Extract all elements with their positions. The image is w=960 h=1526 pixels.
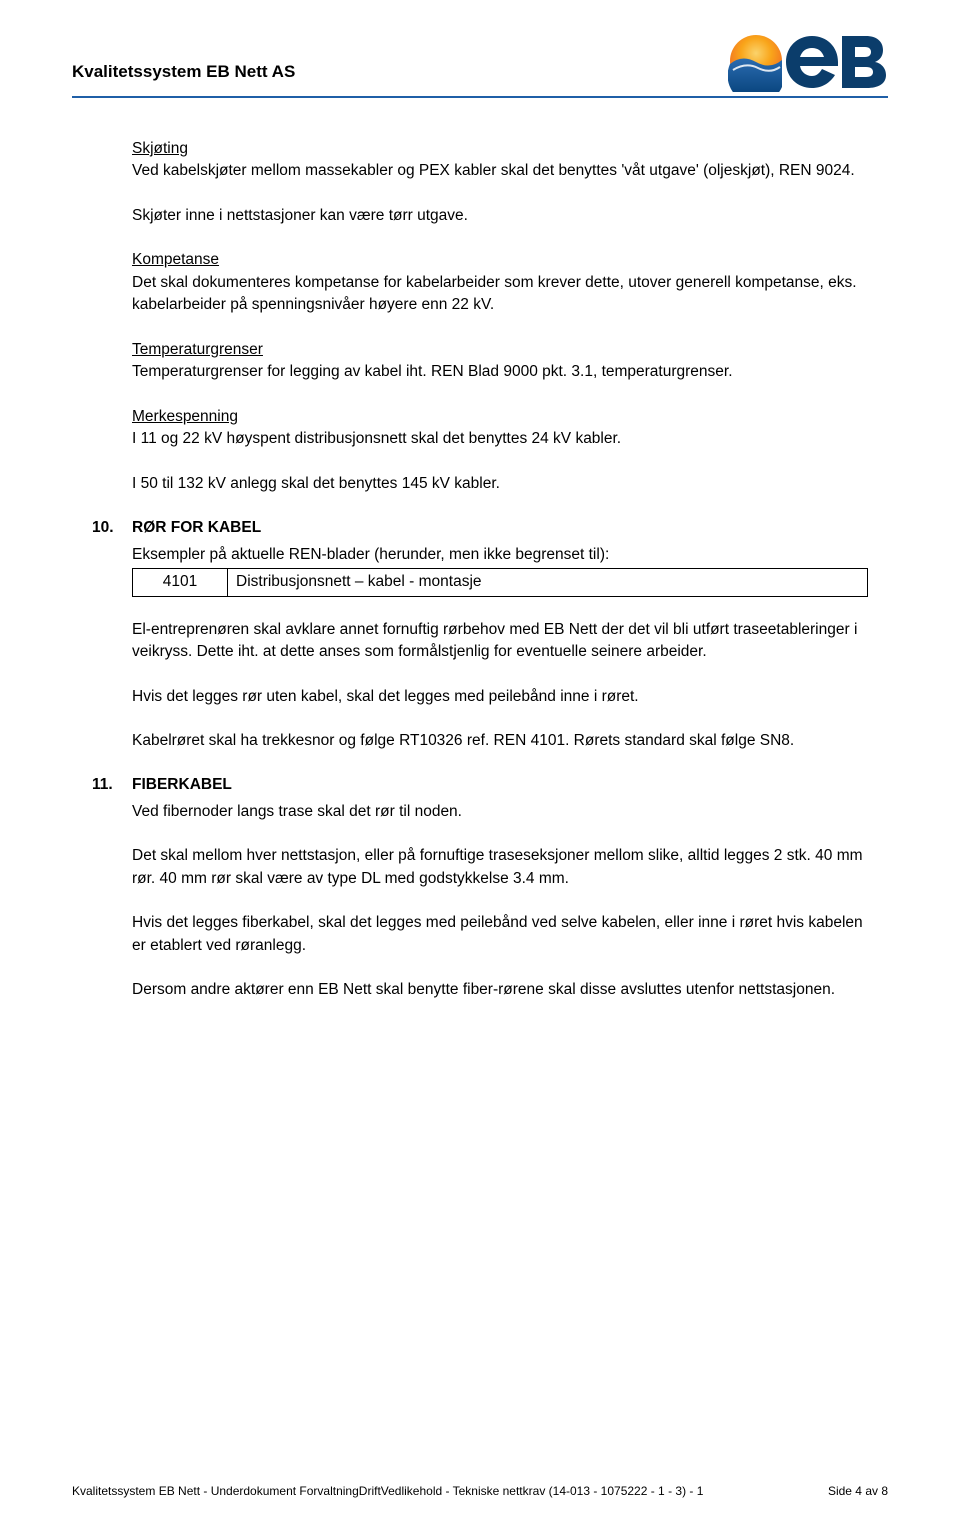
section-10-intro: Eksempler på aktuelle REN-blader (herund… — [132, 544, 868, 566]
intro-block: Skjøting Ved kabelskjøter mellom masseka… — [92, 138, 868, 495]
kompetanse-block: Kompetanse Det skal dokumenteres kompeta… — [132, 249, 868, 316]
footer-right: Side 4 av 8 — [828, 1484, 888, 1498]
section-10-table: 4101 Distribusjonsnett – kabel - montasj… — [132, 568, 868, 596]
section-10-p3: Kabelrøret skal ha trekkesnor og følge R… — [132, 730, 868, 752]
section-11-p1: Ved fibernoder langs trase skal det rør … — [132, 801, 868, 823]
eb-logo — [728, 30, 888, 92]
page-header: Kvalitetssystem EB Nett AS — [0, 0, 960, 92]
skjoting-block: Skjøting Ved kabelskjøter mellom masseka… — [132, 138, 868, 183]
section-10-header: 10. RØR FOR KABEL — [132, 517, 868, 539]
footer-left: Kvalitetssystem EB Nett - Underdokument … — [72, 1484, 703, 1498]
temperatur-block: Temperaturgrenser Temperaturgrenser for … — [132, 339, 868, 384]
page-footer: Kvalitetssystem EB Nett - Underdokument … — [72, 1484, 888, 1498]
table-cell-text: Distribusjonsnett – kabel - montasje — [228, 569, 868, 596]
table-cell-id: 4101 — [133, 569, 228, 596]
table-row: 4101 Distribusjonsnett – kabel - montasj… — [133, 569, 868, 596]
section-11: 11. FIBERKABEL Ved fibernoder langs tras… — [92, 774, 868, 1001]
section-10-p1: El-entreprenøren skal avklare annet forn… — [132, 619, 868, 664]
skjoting-head: Skjøting — [132, 140, 188, 157]
eb-logo-svg — [728, 30, 888, 92]
skjoting-p2: Skjøter inne i nettstasjoner kan være tø… — [132, 205, 868, 227]
temperatur-p1: Temperaturgrenser for legging av kabel i… — [132, 363, 733, 380]
section-10-title: RØR FOR KABEL — [132, 517, 261, 539]
skjoting-p1: Ved kabelskjøter mellom massekabler og P… — [132, 162, 855, 179]
section-10-p2: Hvis det legges rør uten kabel, skal det… — [132, 686, 868, 708]
merkespenning-block: Merkespenning I 11 og 22 kV høyspent dis… — [132, 406, 868, 451]
section-11-header: 11. FIBERKABEL — [132, 774, 868, 796]
section-10: 10. RØR FOR KABEL Eksempler på aktuelle … — [92, 517, 868, 752]
section-11-title: FIBERKABEL — [132, 774, 232, 796]
temperatur-head: Temperaturgrenser — [132, 341, 263, 358]
section-10-num: 10. — [92, 517, 132, 539]
merkespenning-p2: I 50 til 132 kV anlegg skal det benyttes… — [132, 473, 868, 495]
section-11-num: 11. — [92, 774, 132, 796]
section-11-p2: Det skal mellom hver nettstasjon, eller … — [132, 845, 868, 890]
header-title: Kvalitetssystem EB Nett AS — [72, 62, 295, 92]
document-page: Kvalitetssystem EB Nett AS — [0, 0, 960, 1526]
content-area: Skjøting Ved kabelskjøter mellom masseka… — [0, 98, 960, 1002]
merkespenning-head: Merkespenning — [132, 408, 238, 425]
merkespenning-p1: I 11 og 22 kV høyspent distribusjonsnett… — [132, 430, 621, 447]
kompetanse-p1: Det skal dokumenteres kompetanse for kab… — [132, 274, 857, 313]
section-11-p3: Hvis det legges fiberkabel, skal det leg… — [132, 912, 868, 957]
kompetanse-head: Kompetanse — [132, 251, 219, 268]
section-11-p4: Dersom andre aktører enn EB Nett skal be… — [132, 979, 868, 1001]
